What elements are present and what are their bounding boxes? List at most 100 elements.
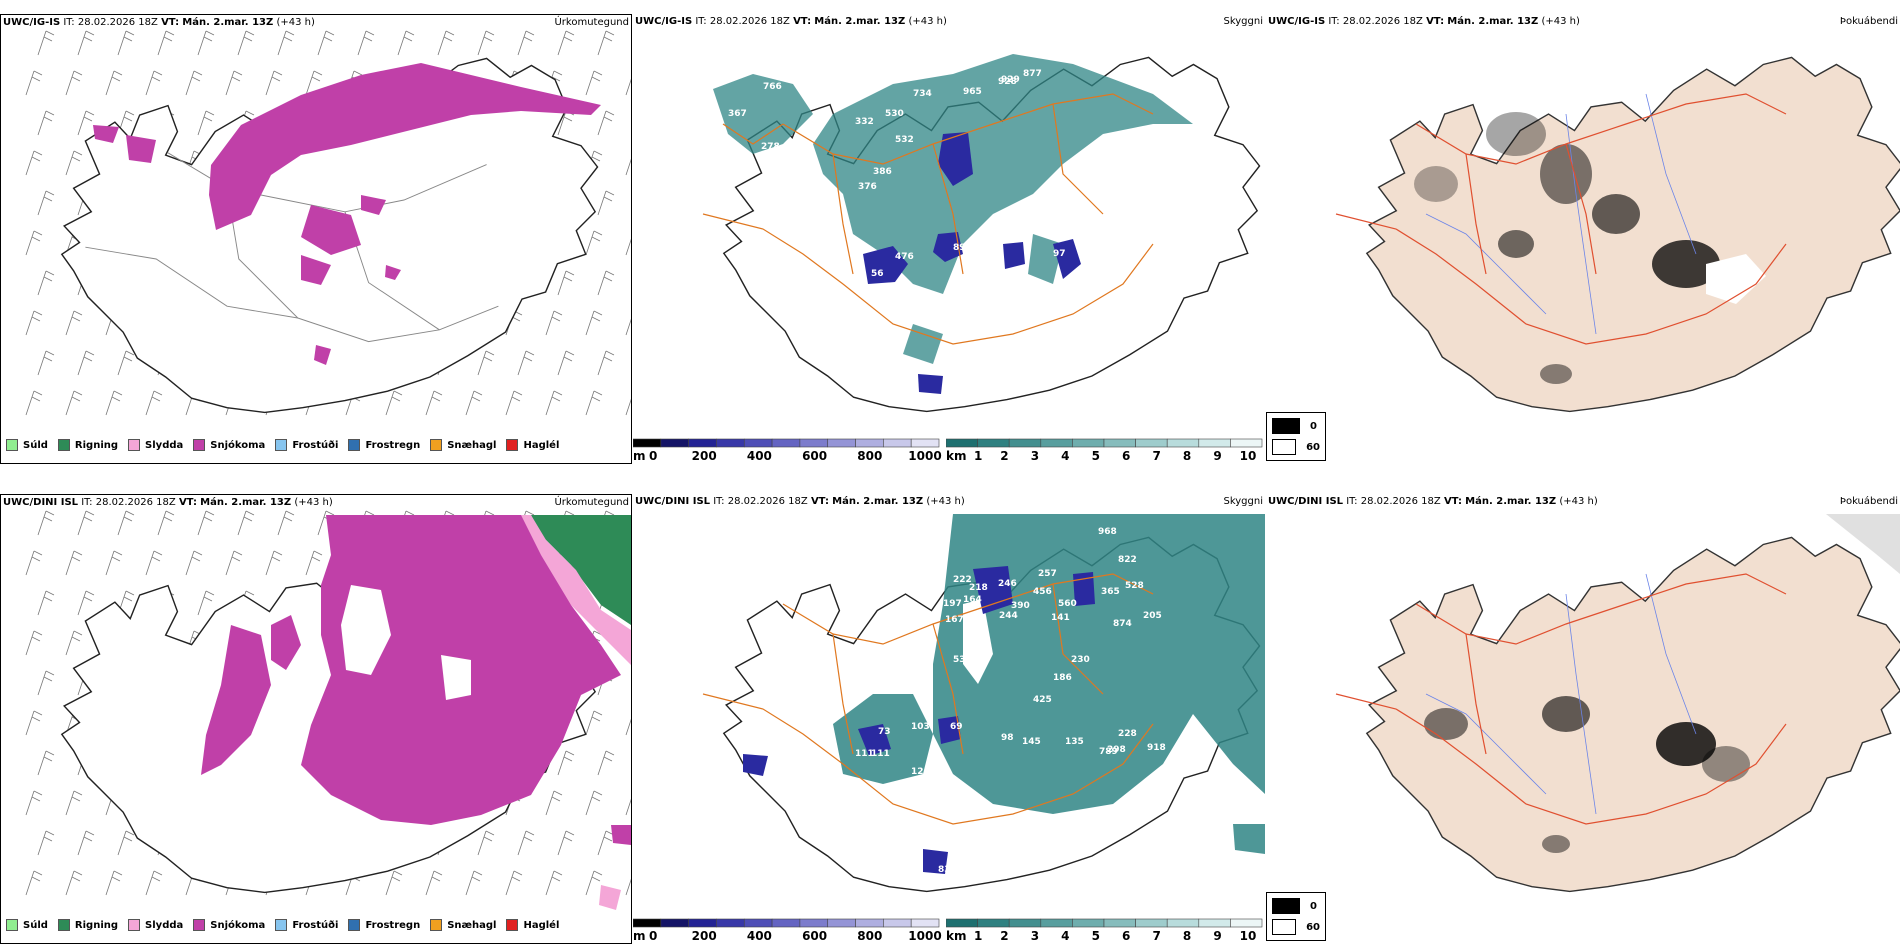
cloud-number-label: 476 xyxy=(895,252,914,262)
colorbar-segment xyxy=(688,918,717,928)
fog-areas xyxy=(1424,696,1750,853)
legend-label: Haglél xyxy=(523,439,560,451)
cloud-number-label: 763 xyxy=(1003,212,1022,222)
wind-barb xyxy=(597,190,615,216)
wind-barb xyxy=(465,870,483,896)
roads xyxy=(1335,93,1787,345)
wind-barb xyxy=(37,670,55,696)
wind-barb xyxy=(597,110,615,136)
wind-barb xyxy=(197,590,215,616)
colorbar-segment xyxy=(1166,918,1200,928)
panel-title: Þokuábendi xyxy=(1839,496,1898,507)
cloud-number-label: 186 xyxy=(1053,673,1072,683)
wind-barb xyxy=(37,270,55,296)
panel-header: UWC/IG-IS IT: 28.02.2026 18Z VT: Mán. 2.… xyxy=(1268,16,1580,27)
panel-title: Úrkomutegund xyxy=(554,17,629,28)
cloud-number-label: 69 xyxy=(950,722,963,732)
wind-barb xyxy=(145,550,163,576)
wind-barb xyxy=(585,710,603,736)
panel-title: Úrkomutegund xyxy=(554,497,629,508)
colorbar-tick-label: 6 xyxy=(1122,449,1130,463)
wind-barb xyxy=(65,150,83,176)
cloud-number-label: 167 xyxy=(945,615,964,625)
legend-item-rigning: Rigning xyxy=(57,439,118,451)
legend-label: Slydda xyxy=(145,439,184,451)
colorbar-segment xyxy=(1230,438,1263,448)
colorbar-segment xyxy=(1198,438,1231,448)
wind-barb xyxy=(557,350,575,376)
wind-barb xyxy=(585,870,603,896)
wind-barb xyxy=(197,30,215,56)
wind-barb xyxy=(37,750,55,776)
wind-barb xyxy=(317,30,335,56)
colorbar-tick-label: 1000 xyxy=(908,929,941,943)
fog-legend-bottom: 0 60 xyxy=(1266,892,1326,941)
legend-item-rigning: Rigning xyxy=(57,919,118,931)
wind-barb xyxy=(105,70,123,96)
wind-barb xyxy=(65,310,83,336)
panel-header: UWC/IG-IS IT: 28.02.2026 18Z VT: Mán. 2.… xyxy=(3,17,315,28)
legend-swatch xyxy=(348,439,361,451)
colorbar-segment xyxy=(1072,918,1105,928)
legend-item-haglél: Haglél xyxy=(506,919,559,931)
colorbar-segment xyxy=(1008,438,1042,448)
cloud-number-label: 111 xyxy=(871,749,890,759)
legend-item-súld: Súld xyxy=(6,919,48,931)
legend-label: Snjókoma xyxy=(210,439,266,451)
cloud-number-label: 205 xyxy=(1143,611,1162,621)
wind-barb xyxy=(557,750,575,776)
legend-label: Frostúði xyxy=(292,919,339,931)
cloud-number-label: 257 xyxy=(1038,569,1057,579)
colorbar-tick-label: 10 xyxy=(1240,929,1257,943)
cloud-number-label: 164 xyxy=(963,595,982,605)
colorbar-tick-label: 9 xyxy=(1213,449,1221,463)
wind-barb xyxy=(305,550,323,576)
cloud-number-label: 533 xyxy=(953,655,972,665)
fog-swatch-60 xyxy=(1272,919,1297,935)
legend-label: Haglél xyxy=(523,919,560,931)
cloud-number-label: 94 xyxy=(903,397,916,407)
fog-map-bottom xyxy=(1335,514,1900,893)
wind-barb xyxy=(65,870,83,896)
cloud-number-label: 968 xyxy=(1098,527,1117,537)
colorbar-tick-label: 600 xyxy=(802,449,827,463)
legend-item-snæhagl: Snæhagl xyxy=(430,919,496,931)
colorbar-segment xyxy=(1230,918,1263,928)
legend-item-súld: Súld xyxy=(6,439,48,451)
wind-barb xyxy=(25,230,43,256)
colorbar-segment xyxy=(883,918,912,928)
cloud-number-label: 789 xyxy=(1099,747,1118,757)
legend-item-slydda: Slydda xyxy=(128,439,183,451)
visibility-holes xyxy=(963,599,993,684)
legend-item-slydda: Slydda xyxy=(128,919,183,931)
wind-barb xyxy=(157,510,175,536)
fog-map-top xyxy=(1335,56,1900,413)
cloud-number-label: 141 xyxy=(1051,613,1070,623)
cloud-number-label: 560 xyxy=(1058,599,1077,609)
colorbar-segment xyxy=(910,438,940,448)
cloud-number-label: 218 xyxy=(969,583,988,593)
wind-barb xyxy=(77,590,95,616)
cloud-number-label: 766 xyxy=(763,82,782,92)
colorbar-segment xyxy=(743,918,773,928)
cloud-number-label: 365 xyxy=(1101,587,1120,597)
legend-swatch xyxy=(57,439,70,451)
wind-barb xyxy=(77,510,95,536)
cloud-number-label: 89 xyxy=(953,243,966,253)
wind-barb xyxy=(37,510,55,536)
wind-barb xyxy=(25,870,43,896)
wind-barb xyxy=(65,390,83,416)
wind-barb xyxy=(25,390,43,416)
cloud-number-label: 367 xyxy=(728,109,747,119)
wind-barb xyxy=(37,110,55,136)
legend-swatch xyxy=(128,439,141,451)
cloud-number-label: 76 xyxy=(929,395,942,405)
cloud-number-label: 135 xyxy=(1065,737,1084,747)
colorbar-unit: km xyxy=(946,449,966,463)
colorbar-segment xyxy=(716,438,745,448)
colorbar-tick-label: 3 xyxy=(1031,449,1039,463)
wind-barb xyxy=(197,110,215,136)
legend-label: Frostregn xyxy=(365,439,421,451)
